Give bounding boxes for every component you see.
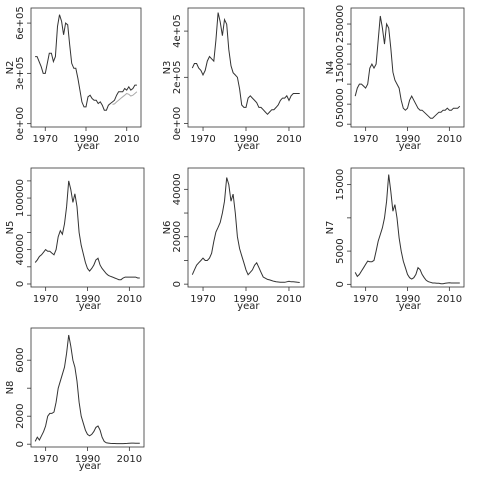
y-tick-label: 0e+00 (172, 107, 183, 141)
x-tick-label: 1990 (233, 134, 258, 145)
panel-6: 1970 1990 2010 0 5000 15000 year N7 (325, 167, 465, 312)
y-tick-label: 0 (15, 441, 26, 447)
x-tick-label: 2010 (437, 134, 462, 145)
series-line-1 (354, 174, 460, 285)
series-line-1 (191, 12, 300, 116)
y-tick-label: 40000 (15, 234, 26, 266)
x-tick-label: 1970 (353, 294, 378, 305)
series-line-1 (354, 15, 461, 119)
panel-2: 1970 1990 2010 0e+00 2e+05 4e+05 year N3 (162, 7, 305, 152)
x-tick-label: 1970 (33, 134, 58, 145)
y-tick-label: 4e+05 (172, 14, 183, 48)
y-tick-label: 0 (172, 281, 183, 287)
series-line-1 (34, 334, 140, 445)
y-tick-label: 50000 (335, 88, 346, 120)
x-tick-label: 2010 (114, 134, 139, 145)
y-axis-label: N8 (5, 381, 16, 395)
y-axis-label: N7 (325, 221, 336, 235)
y-axis-label: N5 (5, 221, 16, 235)
x-axis-label: year (77, 141, 100, 152)
x-axis-label: year (79, 301, 102, 312)
panel-1: 1970 1990 2010 0e+00 3e+05 6e+05 year N2 (5, 6, 142, 152)
x-tick-label: 2010 (276, 294, 301, 305)
x-tick-label: 1970 (33, 454, 58, 465)
y-axis-label: N6 (162, 221, 173, 235)
x-axis-label: year (399, 141, 422, 152)
x-axis-label: year (237, 301, 260, 312)
y-tick-label: 3e+05 (15, 57, 26, 91)
x-axis-label: year (399, 301, 422, 312)
y-tick-label: 100000 (15, 179, 26, 217)
y-axis-label: N2 (5, 61, 16, 75)
y-tick-label: 150000 (335, 45, 346, 83)
y-tick-label: 2000 (15, 403, 26, 428)
x-tick-label: 1990 (75, 454, 100, 465)
y-tick-label: 0 (335, 281, 346, 287)
x-tick-label: 1990 (73, 134, 98, 145)
y-axis-label: N3 (162, 61, 173, 75)
series-line-2 (112, 91, 138, 105)
panel-5: 1970 1990 2010 0 20000 40000 year N6 (162, 167, 305, 312)
y-tick-label: 0e+00 (15, 107, 26, 141)
panel-4: 1970 1990 2010 0 40000 100000 year N5 (5, 167, 145, 312)
x-tick-label: 2010 (276, 134, 301, 145)
x-tick-label: 1970 (353, 134, 378, 145)
x-tick-label: 1990 (233, 294, 258, 305)
y-tick-label: 15000 (335, 169, 346, 201)
y-tick-label: 20000 (172, 221, 183, 253)
panel-7: 1970 1990 2010 0 2000 6000 year N8 (5, 327, 145, 472)
x-tick-label: 1970 (190, 134, 215, 145)
x-tick-label: 2010 (117, 294, 142, 305)
y-tick-label: 40000 (172, 173, 183, 205)
y-tick-label: 6000 (15, 347, 26, 372)
x-tick-label: 2010 (117, 454, 142, 465)
series-line-1 (191, 177, 300, 283)
x-tick-label: 1970 (33, 294, 58, 305)
x-tick-label: 1990 (395, 294, 420, 305)
x-tick-label: 1970 (190, 294, 215, 305)
x-tick-label: 2010 (437, 294, 462, 305)
x-tick-label: 1990 (395, 134, 420, 145)
y-tick-label: 0 (335, 121, 346, 127)
x-tick-label: 1990 (75, 294, 100, 305)
series-line-1 (34, 180, 140, 281)
series-line-1 (35, 14, 137, 111)
x-axis-label: year (79, 461, 102, 472)
y-axis-label: N4 (325, 61, 336, 75)
x-axis-label: year (237, 141, 260, 152)
y-tick-label: 0 (15, 281, 26, 287)
y-tick-label: 6e+05 (15, 6, 26, 40)
y-tick-label: 5000 (335, 238, 346, 263)
y-tick-label: 2e+05 (172, 61, 183, 95)
y-tick-label: 250000 (335, 5, 346, 43)
